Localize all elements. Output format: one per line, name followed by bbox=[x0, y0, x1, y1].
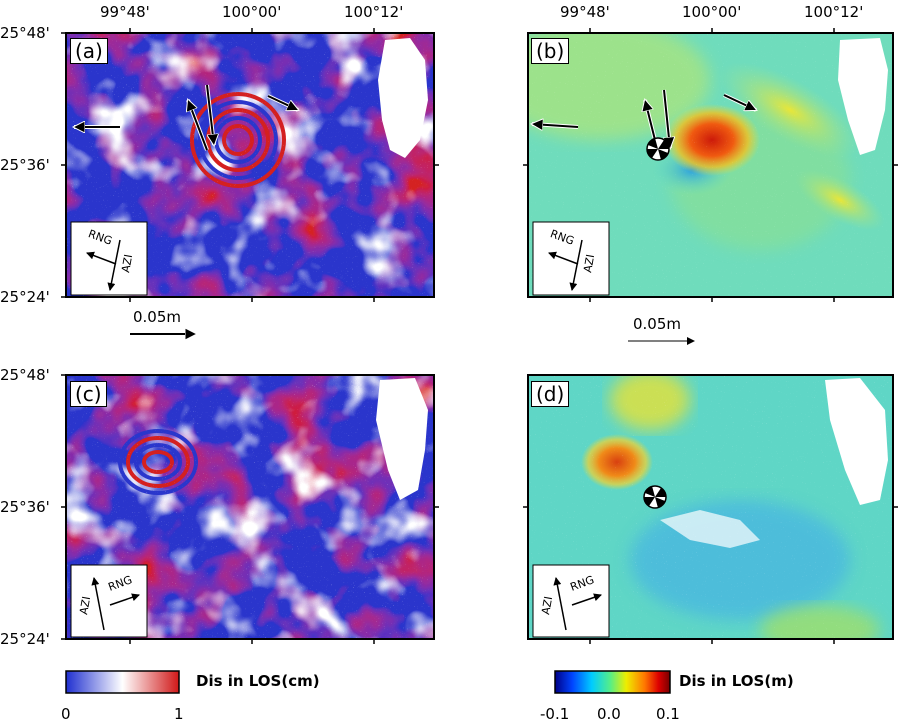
lat-tick-label: 25°48' bbox=[0, 24, 50, 42]
tick-marks bbox=[61, 28, 898, 644]
lake-area bbox=[838, 38, 888, 155]
colorbar-deformation bbox=[554, 670, 671, 694]
panel-label-b: (b) bbox=[531, 38, 570, 64]
look-direction-inset-b bbox=[532, 221, 610, 296]
colorbar-wrapped-title: Dis in LOS(cm) bbox=[196, 672, 320, 690]
panel-a-map bbox=[66, 33, 434, 297]
colorbar-wrapped bbox=[65, 670, 180, 694]
panel-label-d: (d) bbox=[531, 381, 570, 407]
focal-mechanism-d bbox=[643, 485, 667, 509]
colorbar-wrapped-tick: 0 bbox=[61, 705, 71, 723]
scale-bar-label-b: 0.05m bbox=[633, 315, 682, 333]
lat-tick-label: 25°36' bbox=[0, 498, 50, 516]
colorbar-deformation-tick: 0.0 bbox=[597, 705, 621, 723]
colorbar-deformation-tick: -0.1 bbox=[540, 705, 570, 723]
azi-label: AZI bbox=[77, 595, 94, 616]
lake-area bbox=[825, 378, 888, 505]
azi-label: AZI bbox=[119, 253, 136, 274]
colorbar-deformation-title: Dis in LOS(m) bbox=[679, 672, 794, 690]
azi-label: AZI bbox=[581, 253, 598, 274]
lon-tick-label: 99°48' bbox=[100, 3, 150, 21]
look-direction-inset-c bbox=[70, 564, 148, 638]
gps-arrows-a bbox=[74, 84, 298, 151]
scale-bar-label-a: 0.05m bbox=[133, 308, 182, 326]
panel-c-map bbox=[66, 375, 434, 639]
lat-tick-label: 25°24' bbox=[0, 288, 50, 306]
look-direction-inset-a bbox=[70, 221, 148, 296]
colorbar-wrapped-tick: 1 bbox=[174, 705, 184, 723]
lon-tick-label: 100°12' bbox=[344, 3, 404, 21]
lon-tick-label: 100°00' bbox=[682, 3, 742, 21]
lake-area bbox=[378, 38, 428, 158]
lat-tick-label: 25°48' bbox=[0, 366, 50, 384]
colorbar-deformation-tick: 0.1 bbox=[656, 705, 680, 723]
focal-mechanism-b bbox=[646, 137, 670, 161]
lat-tick-label: 25°24' bbox=[0, 630, 50, 648]
panel-label-a: (a) bbox=[70, 38, 108, 64]
lon-tick-label: 99°48' bbox=[560, 3, 610, 21]
lat-tick-label: 25°36' bbox=[0, 156, 50, 174]
lake-area bbox=[376, 378, 428, 500]
lon-tick-label: 100°00' bbox=[222, 3, 282, 21]
look-direction-inset-d bbox=[532, 564, 610, 638]
azi-label: AZI bbox=[539, 595, 556, 616]
lon-tick-label: 100°12' bbox=[804, 3, 864, 21]
panel-label-c: (c) bbox=[70, 381, 107, 407]
